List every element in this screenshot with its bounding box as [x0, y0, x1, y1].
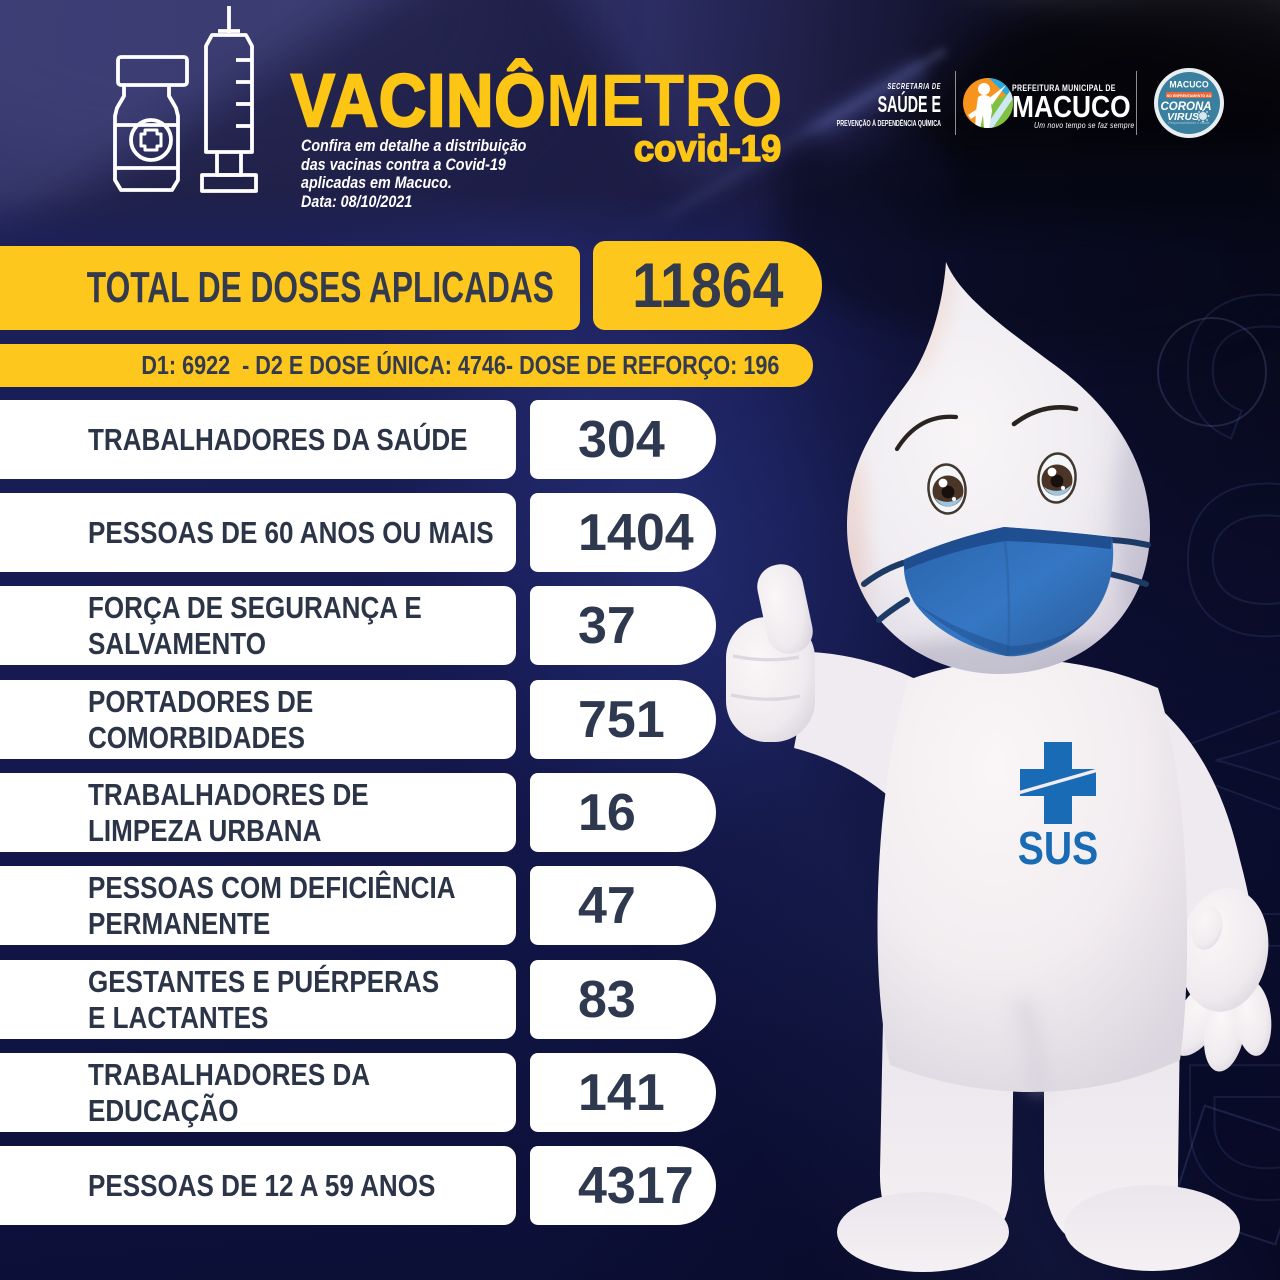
svg-text:CORONA: CORONA [1160, 101, 1211, 113]
svg-text:O: O [1143, 474, 1280, 645]
svg-text:C: C [1143, 286, 1280, 445]
svg-text:NO ENFRENTAMENTO AO: NO ENFRENTAMENTO AO [1167, 94, 1212, 98]
svg-text:Responsabilidade e saúde: Responsabilidade e saúde [1168, 121, 1209, 125]
svg-text:VIRUS: VIRUS [1167, 111, 1199, 123]
svg-text:SUS: SUS [1018, 823, 1098, 875]
svg-text:MACUCO: MACUCO [1169, 79, 1208, 89]
